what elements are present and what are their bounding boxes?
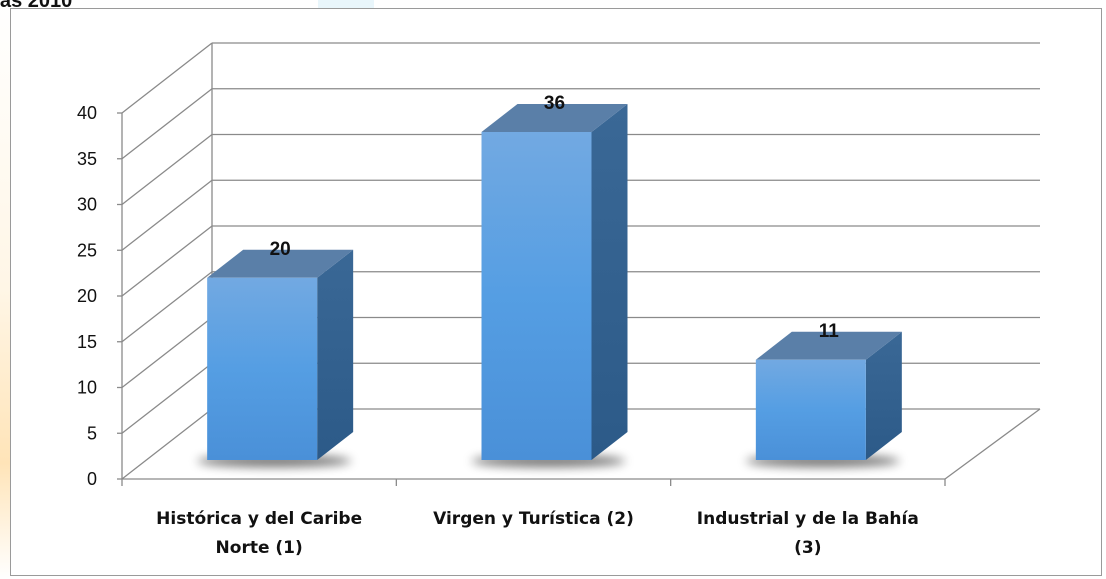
y-tick-label: 30 bbox=[77, 195, 97, 215]
bar-side-face bbox=[317, 249, 354, 460]
x-category-label: Virgen y Turística (2) bbox=[433, 509, 634, 529]
side-wall-gridline bbox=[121, 225, 213, 297]
x-category-label: Industrial y de la Bahía bbox=[697, 509, 919, 529]
y-tick-label: 25 bbox=[77, 240, 97, 260]
data-label: 36 bbox=[544, 93, 565, 114]
bar-top-face bbox=[481, 104, 628, 132]
side-wall-gridline bbox=[121, 88, 213, 160]
side-wall-gridline bbox=[121, 179, 213, 251]
bar-side-face bbox=[591, 104, 628, 460]
side-wall-gridline bbox=[121, 271, 213, 343]
bar bbox=[207, 277, 318, 460]
y-tick-label: 0 bbox=[87, 469, 97, 489]
side-wall-gridline bbox=[121, 42, 213, 114]
bar-side-face bbox=[865, 331, 902, 460]
data-label: 20 bbox=[270, 239, 291, 260]
side-wall-gridline bbox=[121, 316, 213, 389]
y-tick-label: 20 bbox=[77, 286, 97, 306]
y-tick-label: 15 bbox=[77, 332, 97, 352]
side-wall-gridline bbox=[121, 133, 213, 206]
y-tick-label: 35 bbox=[77, 149, 97, 169]
bar-top-face bbox=[755, 331, 902, 360]
floor-right-edge bbox=[944, 408, 1041, 480]
y-tick-label: 5 bbox=[87, 423, 97, 443]
y-tick-label: 40 bbox=[77, 103, 97, 123]
bar-top-face bbox=[207, 249, 354, 278]
bar bbox=[755, 359, 866, 460]
side-wall-gridline bbox=[121, 362, 213, 434]
x-category-label: Histórica y del Caribe bbox=[156, 509, 362, 529]
data-label: 11 bbox=[819, 321, 840, 342]
x-category-label: Norte (1) bbox=[216, 538, 303, 558]
side-wall-gridline bbox=[121, 408, 213, 480]
bar bbox=[481, 132, 592, 460]
x-category-label: (3) bbox=[794, 538, 821, 558]
y-tick-label: 10 bbox=[77, 378, 97, 398]
